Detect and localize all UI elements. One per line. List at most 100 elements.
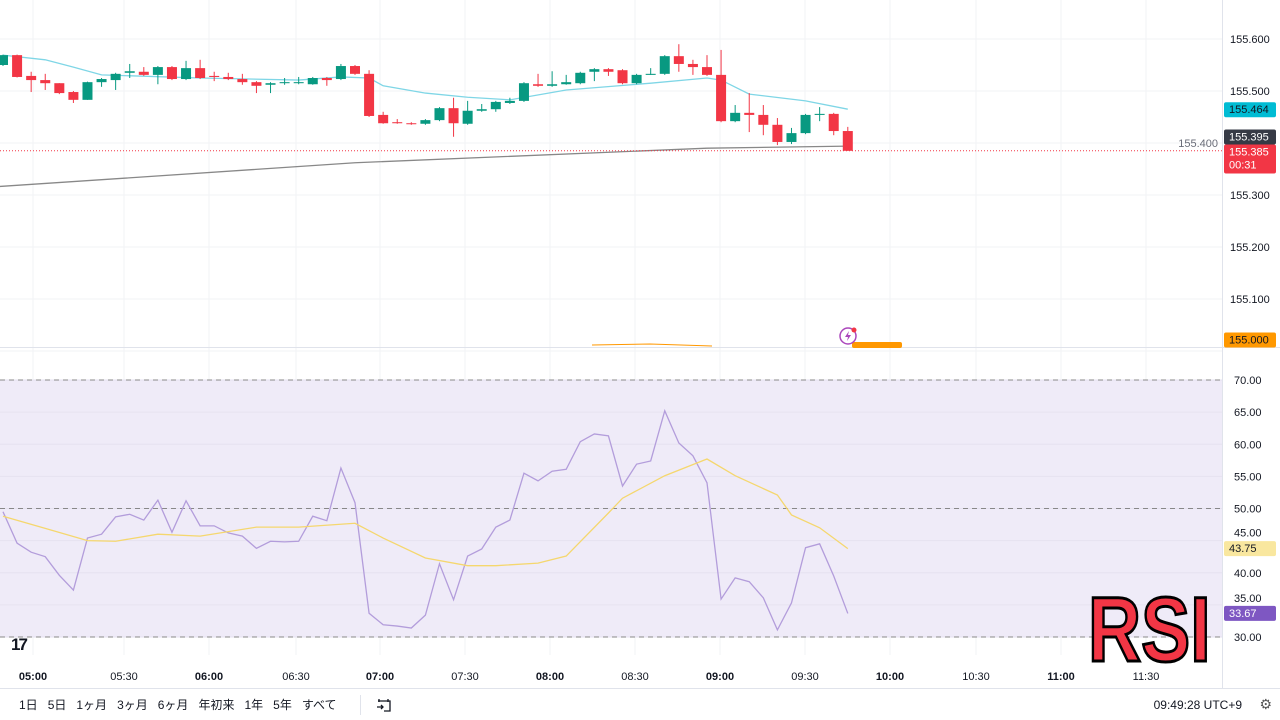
last-price-tag-text: 00:31	[1229, 160, 1257, 172]
range-1d[interactable]: 1日	[19, 698, 38, 712]
alert-price-tag-text: 155.000	[1229, 335, 1269, 347]
time-tick-label: 09:00	[706, 671, 734, 683]
rsi-tick-label: 40.00	[1234, 568, 1262, 580]
rsi-overlay-title: RSI	[1087, 579, 1212, 681]
candle-body	[265, 83, 276, 85]
candle-body	[730, 112, 741, 122]
candle	[561, 74, 572, 85]
time-tick-label: 09:30	[791, 671, 819, 683]
candle	[645, 68, 656, 75]
candle-body	[828, 113, 839, 132]
time-tick-label: 07:30	[451, 671, 479, 683]
time-tick-label: 11:00	[1047, 671, 1075, 683]
candle	[350, 65, 360, 75]
candle	[504, 97, 515, 104]
candle	[166, 66, 177, 81]
rsi-signal-line	[2, 458, 849, 567]
candle-body	[673, 56, 684, 64]
candle-body	[68, 92, 79, 100]
candle	[265, 82, 276, 94]
range-1m[interactable]: 1ヶ月	[76, 698, 108, 712]
candle	[335, 63, 346, 81]
candle-body	[279, 82, 290, 84]
settings-gear-icon[interactable]: ⚙	[1259, 696, 1272, 712]
candle	[279, 78, 290, 85]
rsi-tick-label: 35.00	[1234, 593, 1262, 605]
range-ytd[interactable]: 年初来	[198, 698, 235, 712]
candle	[237, 73, 248, 85]
candle-body	[40, 80, 51, 84]
ma-slow-line	[0, 145, 848, 188]
candle	[547, 71, 558, 87]
candle-body	[0, 55, 8, 65]
rsi-tick-label: 50.00	[1234, 504, 1262, 516]
range-all[interactable]: すべて	[301, 698, 337, 712]
candle	[800, 113, 811, 135]
candle-body	[335, 66, 346, 80]
candle	[631, 73, 642, 85]
candle-body	[110, 73, 121, 81]
clock-timezone[interactable]: 09:49:28 UTC+9	[1153, 698, 1242, 712]
candle-body	[378, 114, 389, 124]
time-tick-label: 06:00	[195, 671, 223, 683]
candle	[687, 59, 698, 75]
price-tick-label: 155.400	[1178, 138, 1218, 150]
candle-body	[321, 78, 332, 81]
candle	[307, 76, 318, 85]
range-5d[interactable]: 5日	[47, 698, 67, 712]
candle-body	[209, 75, 220, 77]
candle-body	[293, 82, 304, 84]
last-price-tag	[1224, 144, 1276, 174]
candle-body	[434, 108, 445, 121]
range-5y[interactable]: 5年	[273, 698, 292, 712]
candle	[814, 107, 825, 122]
range-6m[interactable]: 6ヶ月	[157, 698, 189, 712]
candle	[659, 55, 670, 75]
candle	[110, 72, 121, 90]
candle-body	[26, 75, 37, 81]
candle-body	[575, 72, 586, 84]
candle	[124, 63, 135, 78]
candle-body	[716, 74, 727, 122]
candle-body	[490, 101, 501, 110]
time-tick-label: 05:30	[110, 671, 138, 683]
candle	[842, 126, 853, 151]
tradingview-logo[interactable]: 17	[11, 635, 28, 654]
candle-body	[166, 67, 177, 80]
candle-body	[476, 109, 487, 111]
candle-body	[547, 84, 558, 86]
candle	[758, 105, 769, 136]
candle	[673, 44, 684, 72]
go-to-date-button[interactable]	[359, 694, 393, 715]
alert-line	[591, 343, 713, 347]
candle-body	[12, 55, 23, 77]
range-1y[interactable]: 1年	[244, 698, 264, 712]
candle	[54, 83, 65, 95]
candle	[420, 119, 431, 125]
candle	[0, 54, 8, 67]
candle-body	[702, 67, 712, 75]
candle-body	[800, 114, 811, 134]
ma-fast-price-tag	[1224, 102, 1276, 118]
candle-body	[307, 78, 318, 85]
candle	[138, 67, 149, 76]
candle-body	[406, 123, 417, 125]
range-3m[interactable]: 3ヶ月	[117, 698, 148, 712]
time-tick-label: 08:00	[536, 671, 564, 683]
candle-body	[138, 71, 149, 75]
candle	[181, 60, 192, 81]
candle-body	[772, 124, 783, 142]
candle-body	[251, 82, 262, 86]
rsi-tick-label: 55.00	[1234, 471, 1262, 483]
candle-body	[392, 122, 403, 124]
candle-body	[96, 79, 107, 83]
candle-body	[814, 113, 825, 115]
candle	[392, 119, 403, 124]
ma-fast-price-tag-text: 155.464	[1229, 104, 1269, 116]
candle	[490, 100, 501, 112]
candle	[589, 68, 600, 82]
candle	[378, 111, 389, 124]
candle-body	[589, 69, 600, 72]
price-tick-label: 155.100	[1230, 294, 1270, 306]
